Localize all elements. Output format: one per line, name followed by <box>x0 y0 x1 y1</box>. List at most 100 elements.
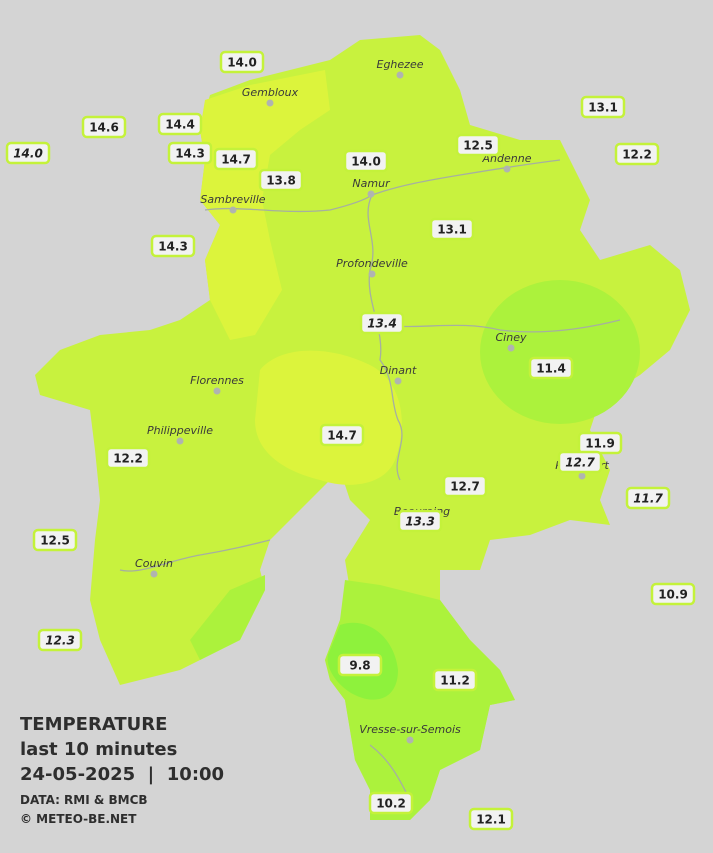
station-box <box>319 423 365 447</box>
cool-zone <box>190 575 265 660</box>
station-box <box>258 168 304 192</box>
city-name: Gembloux <box>242 86 299 99</box>
city-dot <box>176 437 184 445</box>
city-dot <box>150 570 158 578</box>
station-label: 12.3 <box>37 628 83 652</box>
station-label: 13.4 <box>359 311 405 335</box>
station-value: 12.5 <box>463 139 493 153</box>
station-label: 13.8 <box>258 168 304 192</box>
station-value: 14.3 <box>175 147 205 161</box>
station-box <box>105 446 151 470</box>
credit: DATA: RMI & BMCB <box>20 793 148 807</box>
station-box <box>625 486 671 510</box>
station-value: 14.0 <box>13 147 43 161</box>
station-label: 13.1 <box>429 217 475 241</box>
station-box <box>650 582 696 606</box>
station-label: 14.0 <box>5 141 51 165</box>
station-box <box>337 653 383 677</box>
station-label: 14.0 <box>219 50 265 74</box>
station-label: 13.1 <box>580 95 626 119</box>
station-value: 14.7 <box>327 429 357 443</box>
station-value: 10.9 <box>658 588 688 602</box>
legend: TEMPERATURE last 10 minutes 24-05-2025 |… <box>20 714 224 826</box>
station-label: 12.2 <box>105 446 151 470</box>
station-value: 12.1 <box>476 813 506 827</box>
station-value: 12.3 <box>45 634 75 648</box>
cool-zone <box>325 580 515 820</box>
city-dot <box>394 377 402 385</box>
station-label: 14.7 <box>319 423 365 447</box>
station-box <box>468 807 514 831</box>
stations: 14.0 14.6 14.4 14.0 14.3 14.7 13.8 14.0 12.5 13.1… <box>5 50 696 831</box>
station-value: 13.8 <box>266 174 296 188</box>
station-label: 14.7 <box>213 147 259 171</box>
station-box <box>5 141 51 165</box>
station-value: 13.1 <box>437 223 467 237</box>
station-value: 14.7 <box>221 153 251 167</box>
city-name: Florennes <box>190 374 244 387</box>
station-value: 11.9 <box>585 437 615 451</box>
station-label: 10.9 <box>650 582 696 606</box>
station-value: 13.1 <box>588 101 618 115</box>
city-dot <box>578 472 586 480</box>
station-box <box>213 147 259 171</box>
station-box <box>580 95 626 119</box>
city-dot <box>406 736 414 744</box>
station-label: 12.7 <box>442 474 488 498</box>
station-box <box>157 112 203 136</box>
city-dot <box>503 165 511 173</box>
station-value: 12.7 <box>565 456 595 470</box>
city-name: Sambreville <box>200 193 265 206</box>
station-label: 14.3 <box>167 141 213 165</box>
station-label: 14.4 <box>157 112 203 136</box>
station-label: 12.2 <box>614 142 660 166</box>
map-datetime: 24-05-2025 | 10:00 <box>20 764 224 785</box>
station-box <box>343 149 389 173</box>
station-label: 10.2 <box>368 791 414 815</box>
station-box <box>150 234 196 258</box>
station-label: 9.8 <box>337 653 383 677</box>
station-label: 11.4 <box>528 356 574 380</box>
station-label: 14.6 <box>81 115 127 139</box>
station-box <box>429 217 475 241</box>
station-value: 12.5 <box>40 534 70 548</box>
station-value: 10.2 <box>376 797 406 811</box>
station-box <box>442 474 488 498</box>
city-dot <box>367 190 375 198</box>
station-value: 13.3 <box>405 515 435 529</box>
credit: © METEO-BE.NET <box>20 812 137 826</box>
station-box <box>432 668 478 692</box>
city-dot <box>507 344 515 352</box>
station-box <box>614 142 660 166</box>
city-name: Eghezee <box>377 58 424 71</box>
city-dot <box>266 99 274 107</box>
city-dot <box>368 270 376 278</box>
station-label: 12.7 <box>557 450 603 474</box>
station-box <box>219 50 265 74</box>
city-name: Profondeville <box>336 257 408 270</box>
station-label: 12.1 <box>468 807 514 831</box>
station-box <box>528 356 574 380</box>
station-value: 12.2 <box>113 452 143 466</box>
station-box <box>359 311 405 335</box>
station-value: 11.4 <box>536 362 566 376</box>
city-name: Dinant <box>380 364 417 377</box>
station-value: 9.8 <box>349 659 370 673</box>
station-box <box>397 509 443 533</box>
station-box <box>37 628 83 652</box>
station-value: 14.6 <box>89 121 119 135</box>
station-label: 12.5 <box>455 133 501 157</box>
map-subtitle: last 10 minutes <box>20 739 177 760</box>
station-box <box>455 133 501 157</box>
warm-zone <box>200 70 330 340</box>
city-name: Vresse-sur-Semois <box>359 723 461 736</box>
station-label: 14.0 <box>343 149 389 173</box>
station-label: 12.5 <box>32 528 78 552</box>
station-box <box>557 450 603 474</box>
map-title: TEMPERATURE <box>20 714 167 735</box>
station-label: 11.2 <box>432 668 478 692</box>
city-name: Couvin <box>135 557 173 570</box>
station-value: 14.3 <box>158 240 188 254</box>
city-dot <box>213 387 221 395</box>
